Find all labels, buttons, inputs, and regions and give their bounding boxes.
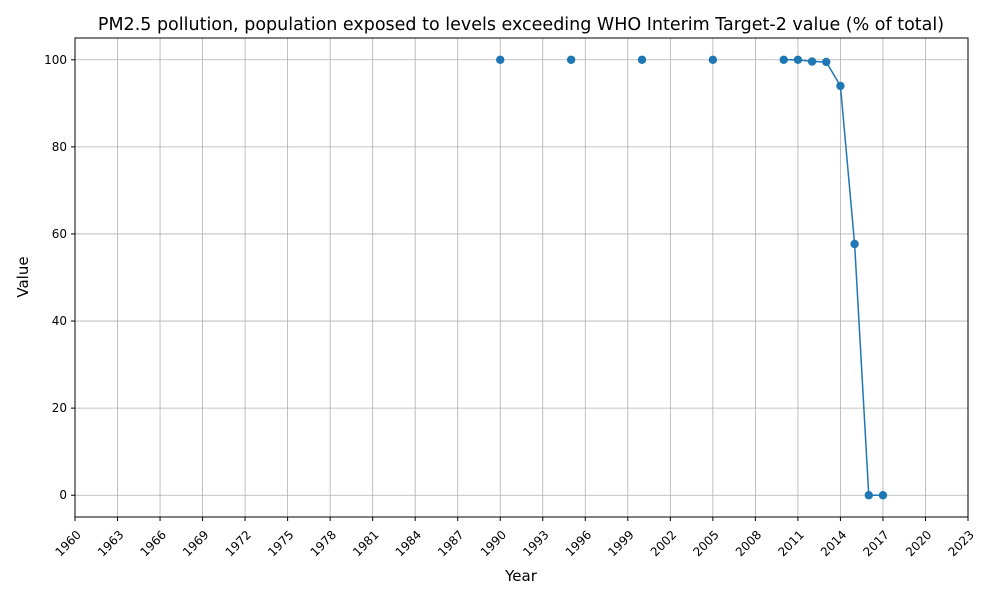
y-tick-label: 40 xyxy=(52,314,67,328)
x-tick-label: 1996 xyxy=(563,528,594,559)
x-tick-label: 1975 xyxy=(265,528,296,559)
data-point xyxy=(708,55,718,64)
chart-title: PM2.5 pollution, population exposed to l… xyxy=(98,15,944,35)
x-tick-label: 2014 xyxy=(818,528,849,559)
data-point xyxy=(807,57,817,66)
x-tick-label: 1969 xyxy=(180,528,211,559)
x-tick-label: 2023 xyxy=(945,528,976,559)
x-tick-label: 1972 xyxy=(223,528,254,559)
y-tick-label: 20 xyxy=(52,401,67,415)
data-point xyxy=(779,55,788,64)
data-point xyxy=(566,55,576,64)
y-tick-label: 80 xyxy=(52,140,67,154)
series-line xyxy=(783,59,883,496)
data-point xyxy=(850,239,859,249)
x-tick-label: 2017 xyxy=(860,528,891,559)
x-tick-label: 1960 xyxy=(52,528,83,559)
x-tick-label: 1984 xyxy=(393,528,424,559)
data-point xyxy=(836,81,845,91)
x-tick-label: 2008 xyxy=(733,528,764,559)
x-tick-label: 1978 xyxy=(308,528,339,559)
grid xyxy=(74,38,969,517)
plot-frame xyxy=(74,37,969,518)
x-tick-label: 2002 xyxy=(648,528,679,559)
y-tick-label: 0 xyxy=(59,488,67,502)
x-tick-label: 1981 xyxy=(350,528,381,559)
x-tick-label: 2005 xyxy=(690,528,721,559)
x-tick-label: 1987 xyxy=(435,528,466,559)
data-point xyxy=(496,55,505,64)
y-axis-label: Value xyxy=(14,256,32,297)
data-point xyxy=(637,55,647,64)
x-tick-label: 1963 xyxy=(95,528,126,559)
x-tick-label: 2020 xyxy=(903,528,934,559)
x-tick-label: 1993 xyxy=(520,528,551,559)
x-tick-label: 1966 xyxy=(137,528,168,559)
data-point xyxy=(793,55,803,64)
data-point xyxy=(864,491,873,500)
axis-ticks: 1960 1963 1966 1969 1972 1975 1978 1981 1984 1987… xyxy=(44,53,977,559)
x-axis-label: Year xyxy=(504,567,538,585)
data-point xyxy=(878,491,888,500)
x-tick-label: 2011 xyxy=(775,528,806,559)
data-point xyxy=(822,57,831,67)
y-tick-label: 60 xyxy=(52,227,67,241)
x-tick-label: 1990 xyxy=(478,528,509,559)
y-tick-label: 100 xyxy=(44,53,67,67)
series xyxy=(496,55,888,500)
x-tick-label: 1999 xyxy=(605,528,636,559)
